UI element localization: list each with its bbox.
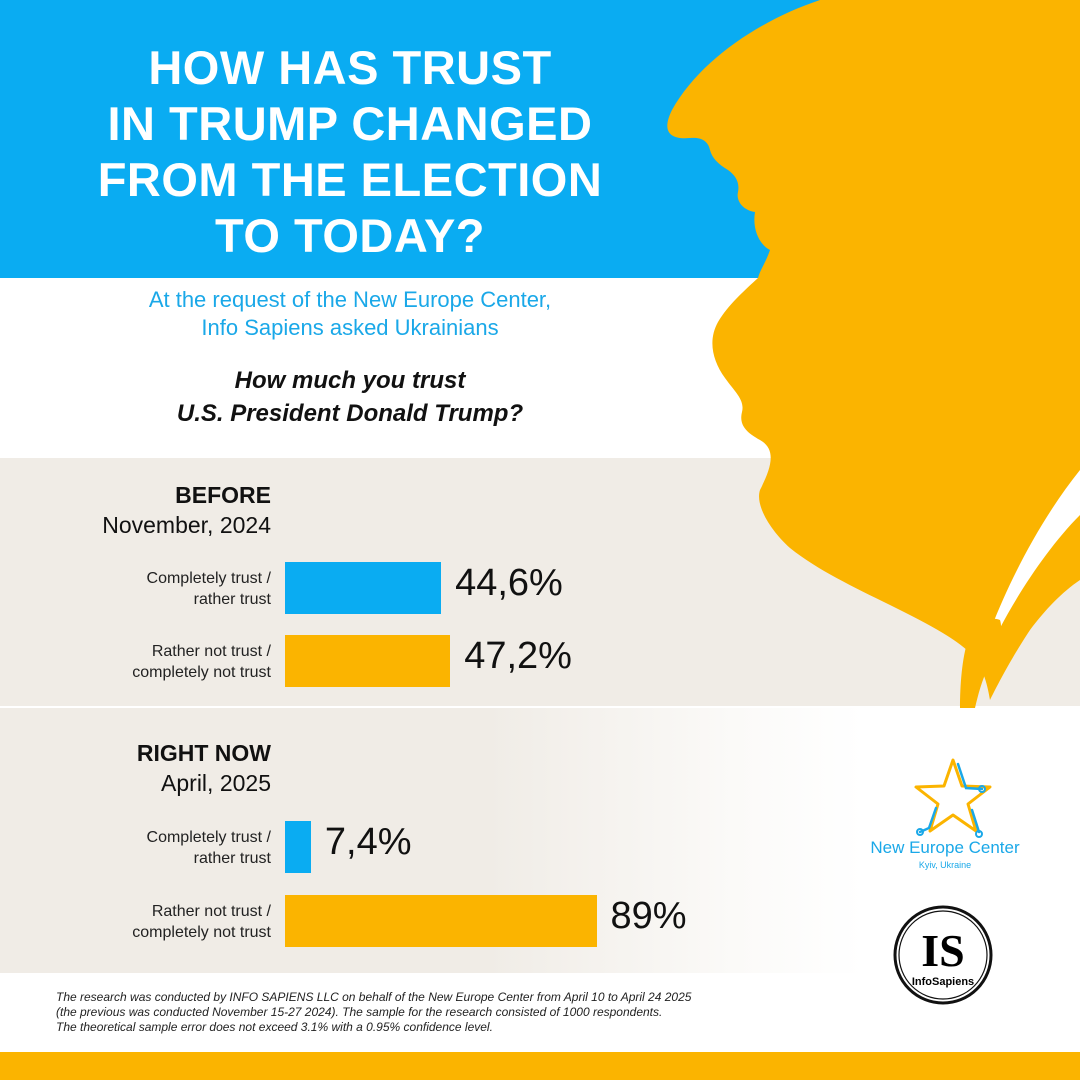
right-now-date: April, 2025 <box>161 770 271 796</box>
now-trust-value-label: 7,4% <box>324 821 412 863</box>
now-trust-category-line-1: Completely trust / <box>146 829 271 846</box>
methodology-footnote: The research was conducted by INFO SAPIE… <box>56 990 876 1035</box>
new-europe-center-logo-location: Kyiv, Ukraine <box>918 860 972 870</box>
now-trust-category-line-2: rather trust <box>193 850 271 867</box>
now-distrust-value-label: 89% <box>610 895 687 937</box>
subtitle-line-1: At the request of the New Europe Center, <box>148 287 552 312</box>
footnote-line-2: (the previous was conducted November 15-… <box>56 1005 663 1019</box>
before-trust-category-line-2: rather trust <box>193 591 271 608</box>
right-now-label: RIGHT NOW <box>136 740 271 766</box>
now-trust-bar <box>285 821 311 873</box>
infosapiens-logo-mark: IS <box>921 925 965 976</box>
infosapiens-logo-name: InfoSapiens <box>911 976 975 988</box>
now-distrust-category-line-2: completely not trust <box>132 924 271 941</box>
title-line-1: HOW HAS TRUST <box>148 41 552 94</box>
infosapiens-logo-ring-icon <box>893 905 993 1005</box>
title-line-3: FROM THE ELECTION <box>97 153 603 206</box>
before-distrust-category-line-2: completely not trust <box>132 664 271 681</box>
new-europe-center-logo-name: New Europe Center <box>870 838 1020 857</box>
before-trust-category-line-1: Completely trust / <box>146 570 271 587</box>
title-line-2: IN TRUMP CHANGED <box>107 97 593 150</box>
footnote-line-1: The research was conducted by INFO SAPIE… <box>56 990 692 1004</box>
footnote-line-3: The theoretical sample error does not ex… <box>56 1020 493 1034</box>
before-date: November, 2024 <box>102 512 271 538</box>
now-distrust-category-line-1: Rather not trust / <box>151 903 271 920</box>
subtitle-line-2: Info Sapiens asked Ukrainians <box>201 315 499 340</box>
question-line-1: How much you trust <box>234 367 466 394</box>
star-logo-icon <box>914 758 992 838</box>
bottom-accent-strip <box>0 1052 1080 1080</box>
before-trust-value-label: 44,6% <box>455 562 563 604</box>
before-trust-bar <box>285 562 442 614</box>
now-distrust-bar <box>285 895 597 947</box>
before-label: BEFORE <box>175 482 271 508</box>
before-distrust-bar <box>285 635 451 687</box>
before-distrust-category-line-1: Rather not trust / <box>151 643 271 660</box>
title-line-4: TO TODAY? <box>214 209 486 262</box>
before-distrust-value-label: 47,2% <box>464 635 572 677</box>
question-line-2: U.S. President Donald Trump? <box>176 400 524 427</box>
